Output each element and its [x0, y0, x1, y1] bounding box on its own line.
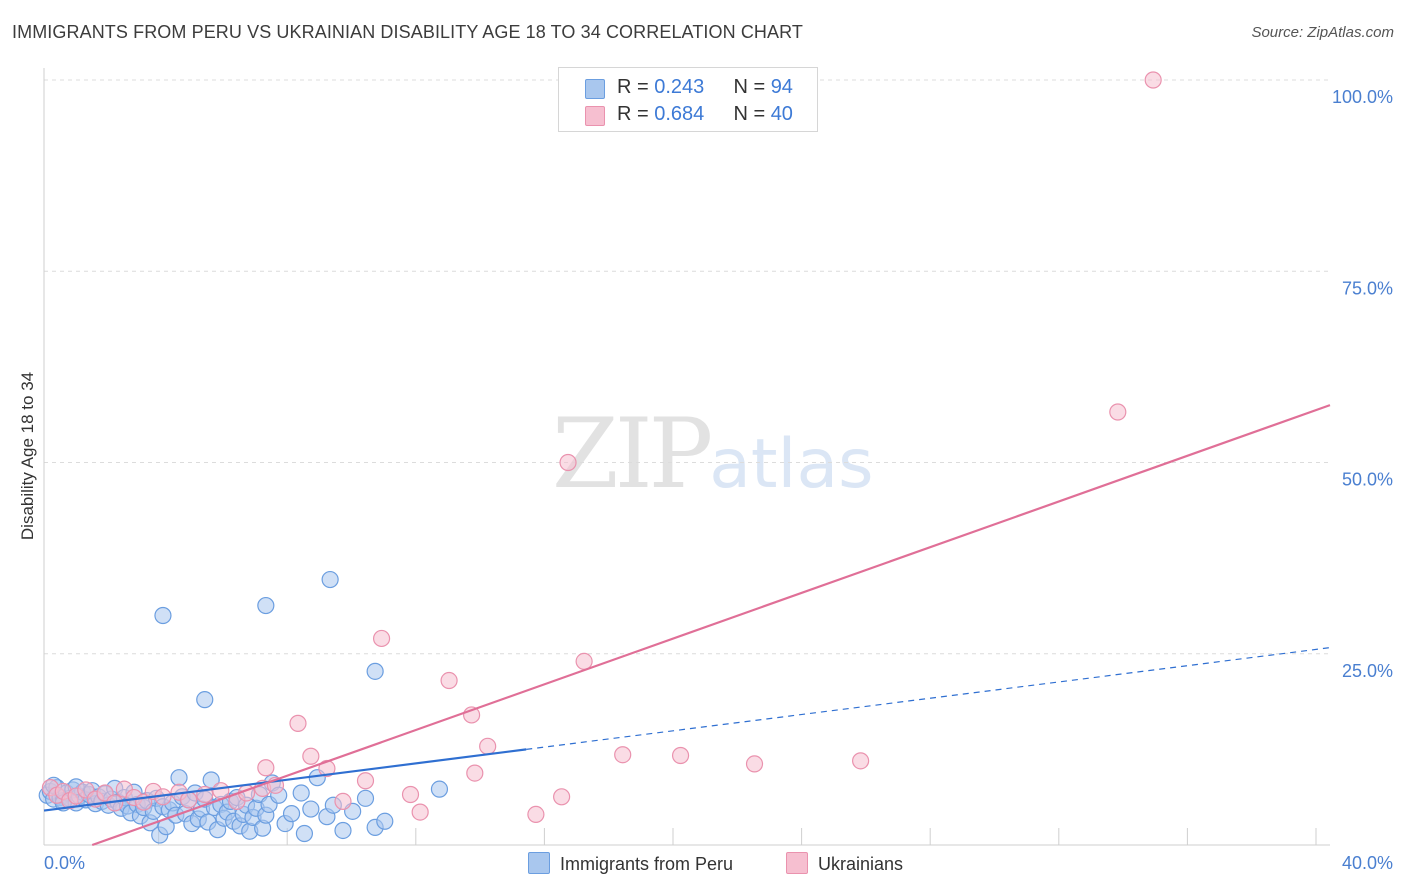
point-peru [292, 784, 310, 802]
legend-n-value: 40 [770, 103, 793, 125]
point-ukrainian [356, 772, 375, 790]
bottom-legend-peru: Immigrants from Peru [528, 852, 733, 875]
legend-n-label: N = [733, 103, 771, 125]
point-ukrainian [745, 755, 764, 773]
point-ukrainian [559, 453, 577, 472]
bottom-legend-ukrainians: Ukrainians [786, 852, 903, 875]
correlation-legend: R = 0.243 N = 94 R = 0.684 N = 40 [558, 67, 818, 132]
point-peru [202, 771, 220, 789]
trendline-ukrainians [91, 404, 1331, 847]
point-peru [366, 662, 384, 680]
legend-swatch-ukrainians [585, 106, 605, 126]
bottom-legend-swatch-ukrainians [786, 852, 808, 874]
legend-text-peru: R = 0.243 N = 94 [617, 76, 793, 99]
point-ukrainian [289, 714, 307, 732]
point-peru [321, 570, 339, 589]
point-peru [430, 780, 449, 798]
point-peru [170, 769, 188, 787]
legend-n-value: 94 [770, 76, 793, 98]
point-ukrainian [553, 788, 571, 806]
point-peru [295, 824, 314, 843]
point-ukrainian [401, 785, 420, 804]
point-ukrainian [411, 803, 429, 821]
chart-title: IMMIGRANTS FROM PERU VS UKRAINIAN DISABI… [12, 22, 804, 42]
y-tick-label: 75.0% [1342, 278, 1393, 298]
y-axis-label: Disability Age 18 to 34 [18, 371, 37, 541]
point-ukrainian [440, 671, 458, 690]
legend-r-label: R = [617, 103, 655, 125]
bottom-legend-label-peru: Immigrants from Peru [560, 854, 734, 874]
point-ukrainian [334, 792, 352, 810]
x-tick-label: 40.0% [1342, 853, 1393, 873]
point-ukrainian [479, 737, 497, 755]
watermark-atlas: atlas [709, 425, 874, 504]
legend-swatch-peru [585, 79, 605, 99]
y-tick-label: 100.0% [1332, 87, 1393, 107]
bottom-legend-label-ukrainians: Ukrainians [818, 854, 904, 874]
point-ukrainian [575, 652, 593, 671]
point-ukrainian [372, 629, 391, 648]
x-tick-label: 0.0% [44, 853, 85, 873]
point-peru [282, 805, 301, 823]
point-ukrainian [671, 746, 690, 765]
legend-r-value: 0.243 [654, 76, 705, 98]
legend-n-label: N = [733, 76, 771, 98]
legend-r-label: R = [617, 76, 655, 98]
watermark: ZIPatlas [552, 398, 874, 510]
point-peru [356, 789, 375, 807]
point-ukrainian [466, 764, 484, 782]
point-peru [334, 821, 352, 840]
legend-r-value: 0.684 [654, 103, 705, 125]
point-ukrainian [852, 752, 870, 770]
point-ukrainian [614, 746, 632, 764]
bottom-legend-swatch-peru [528, 852, 550, 874]
point-peru [257, 596, 275, 615]
y-tick-label: 25.0% [1342, 661, 1393, 681]
point-ukrainian [302, 747, 320, 765]
point-peru [302, 800, 320, 818]
point-peru [376, 812, 394, 830]
point-peru [154, 606, 172, 625]
trendline-peru-extension [526, 647, 1331, 750]
watermark-zip: ZIP [552, 398, 713, 510]
point-ukrainian [257, 759, 275, 777]
point-ukrainian [1144, 71, 1162, 89]
y-tick-label: 50.0% [1342, 470, 1393, 490]
point-ukrainian [527, 805, 545, 824]
point-ukrainian [1109, 403, 1127, 421]
legend-text-ukrainians: R = 0.684 N = 40 [617, 103, 793, 126]
point-ukrainian [180, 791, 198, 809]
source-label: Source: ZipAtlas.com [1251, 24, 1394, 41]
trendline-peru [43, 748, 527, 812]
point-peru [196, 691, 214, 709]
